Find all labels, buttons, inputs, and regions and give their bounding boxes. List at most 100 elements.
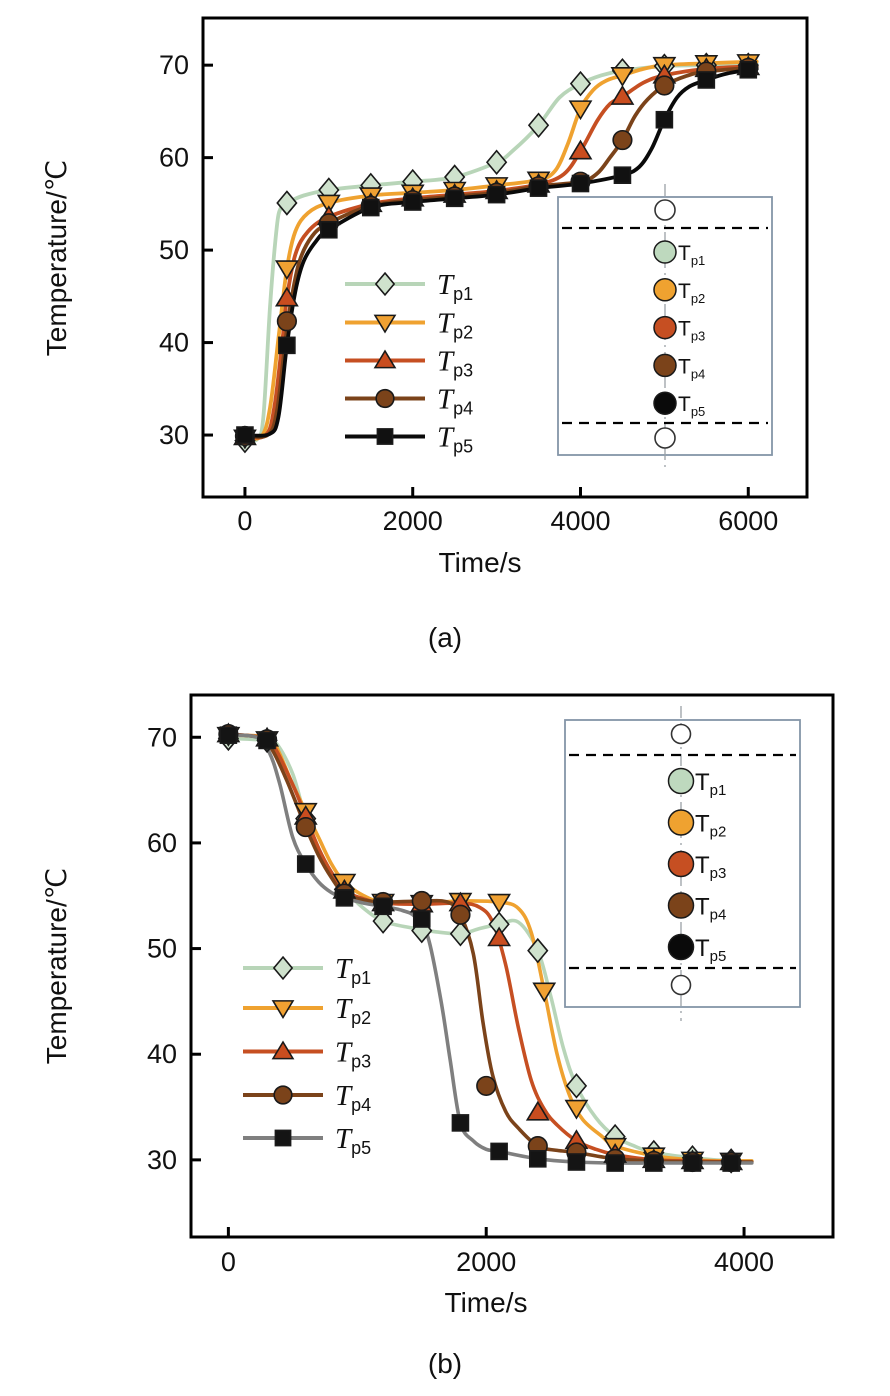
y-axis-label: Temperature/℃ <box>41 160 72 356</box>
y-tick-label: 60 <box>159 143 189 173</box>
y-axis-label: Temperature/℃ <box>41 868 72 1064</box>
series-Tp2-marker <box>274 260 299 281</box>
series-Tp1-marker <box>485 149 508 176</box>
inset-probe-Tp5 <box>667 933 695 961</box>
series-Tp4-marker <box>411 890 432 912</box>
legend-marker-Tp2 <box>271 1000 295 1020</box>
series-Tp5-marker <box>403 193 422 211</box>
series-Tp5-marker <box>258 731 276 750</box>
inset-end-circle-bottom <box>670 974 692 996</box>
plot-frame <box>201 16 809 499</box>
legend-marker-Tp5 <box>376 428 394 445</box>
series-Tp5-marker <box>236 426 254 444</box>
series-Tp5-marker <box>374 897 392 916</box>
caption-a: (a) <box>427 622 463 653</box>
series-Tp5-marker <box>487 185 506 204</box>
inset-probe-Tp1 <box>653 240 677 264</box>
series-Tp2-marker <box>568 100 593 121</box>
inset-label-Tp2: Tp2 <box>695 811 726 841</box>
series-Tp1-line <box>243 62 759 443</box>
inset-end-circle-bottom <box>654 427 676 449</box>
series-Tp5-marker <box>697 71 716 89</box>
inset-label-Tp1: Tp1 <box>695 769 726 799</box>
inset-end-circle-top <box>670 723 692 745</box>
series-Tp5-marker <box>296 855 315 873</box>
series-Tp5-marker <box>683 1154 702 1172</box>
legend-marker-Tp1 <box>374 271 396 297</box>
inset-probe-Tp5 <box>653 391 677 415</box>
inset-label-Tp2: Tp2 <box>678 280 705 306</box>
caption-b: (b) <box>427 1348 463 1379</box>
series-Tp4-marker <box>612 129 633 151</box>
inset-probe-Tp3 <box>667 850 695 878</box>
series-Tp3-marker <box>487 926 512 947</box>
series-Tp2-marker <box>610 67 635 87</box>
chart-panel-a: 0 2000 4000 6000 30 40 50 60 70 Time/s Temperature… <box>41 16 809 578</box>
series-Tp2-marker <box>564 1099 589 1120</box>
series-Tp5-marker <box>655 110 674 129</box>
inset-label-Tp4: Tp4 <box>678 355 705 381</box>
series-Tp1-marker <box>565 1073 588 1099</box>
series-Tp5-marker <box>606 1154 624 1172</box>
series-Tp5-marker <box>445 189 464 208</box>
legend-marker-Tp1 <box>272 955 294 981</box>
series-Tp1-marker <box>276 190 298 216</box>
series-Tp5-line <box>226 733 754 1165</box>
series-Tp5-marker <box>451 1114 470 1132</box>
x-axis-label: Time/s <box>445 1287 528 1318</box>
series-Tp4-marker <box>654 75 675 96</box>
legend-label-Tp3: Tp3 <box>335 1037 371 1072</box>
inset-label-Tp1: Tp1 <box>678 242 705 268</box>
series-Tp2-marker <box>316 194 341 215</box>
legend-label-Tp1: Tp1 <box>437 269 473 304</box>
series-Tp3-marker <box>568 139 593 160</box>
inset-label-Tp4: Tp4 <box>695 894 726 924</box>
legend-label-Tp4: Tp4 <box>437 384 473 419</box>
series-Tp4-marker <box>276 311 297 332</box>
series-Tp5-marker <box>278 336 296 355</box>
series-Tp4-marker <box>476 1075 497 1097</box>
plot-frame <box>189 693 835 1239</box>
x-tick-label: 4000 <box>550 506 610 536</box>
y-tick-label: 50 <box>147 934 177 964</box>
series-Tp1-marker <box>449 921 472 947</box>
series-Tp5-marker <box>529 179 548 197</box>
series-Tp4-marker <box>295 816 316 838</box>
series-Tp5-marker <box>567 1153 586 1171</box>
legend-marker-Tp3 <box>373 349 397 369</box>
series-Tp5-marker <box>490 1142 508 1161</box>
inset-label-Tp3: Tp3 <box>695 852 726 882</box>
y-tick-label: 30 <box>147 1145 177 1175</box>
series-Tp2-marker <box>487 893 512 914</box>
inset-probe-Tp2 <box>667 809 695 836</box>
y-tick-label: 50 <box>159 235 189 265</box>
inset-probe-diagram: Tp1 Tp2 Tp3 Tp4 Tp5 <box>557 184 773 468</box>
legend-label-Tp1: Tp1 <box>335 953 371 988</box>
inset-probe-Tp1 <box>667 767 695 795</box>
y-tick-label: 70 <box>159 50 189 80</box>
legend-marker-Tp2 <box>373 314 397 334</box>
legend-label-Tp5: Tp5 <box>437 422 473 457</box>
series-Tp1-marker <box>372 908 394 934</box>
inset-end-circle-top <box>654 199 676 221</box>
series-Tp5-marker <box>320 220 338 239</box>
inset-label-Tp3: Tp3 <box>678 318 705 344</box>
legend-label-Tp5: Tp5 <box>335 1123 371 1158</box>
series-Tp3-marker <box>525 1100 550 1121</box>
inset-label-Tp5: Tp5 <box>678 393 705 419</box>
legend-marker-Tp3 <box>271 1040 295 1060</box>
legend-label-Tp3: Tp3 <box>437 346 473 381</box>
x-tick-label: 0 <box>221 1247 236 1277</box>
inset-probe-Tp2 <box>653 278 677 302</box>
series-Tp4-marker <box>450 904 471 925</box>
series-Tp1-marker <box>569 70 592 97</box>
inset-label-Tp5: Tp5 <box>695 935 726 965</box>
series-Tp5-marker <box>722 1154 740 1172</box>
inset-probe-Tp4 <box>653 353 677 378</box>
series-Tp5-marker <box>361 198 380 217</box>
series-Tp5-marker <box>219 726 238 744</box>
legend-marker-Tp5 <box>274 1129 292 1147</box>
y-tick-label: 30 <box>159 420 189 450</box>
x-tick-label: 2000 <box>456 1247 516 1277</box>
